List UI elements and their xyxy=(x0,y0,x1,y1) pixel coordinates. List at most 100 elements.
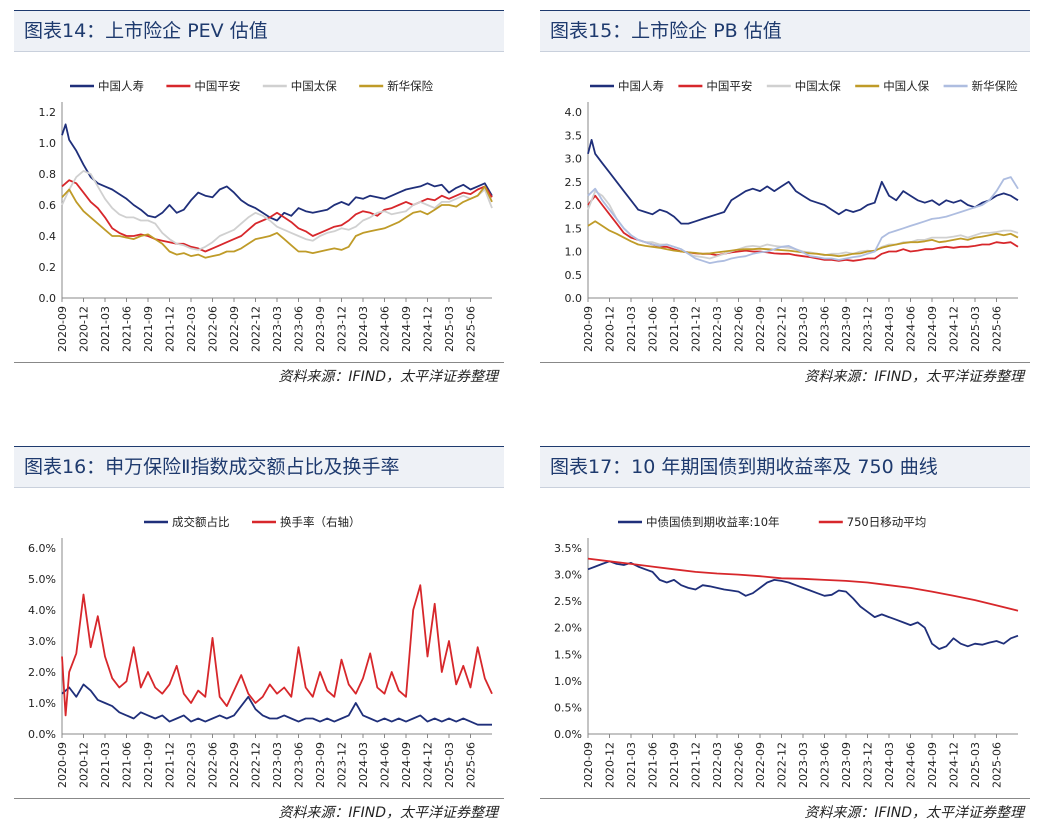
panel-pev: 图表14：上市险企 PEV 估值 中国人寿 中国平安 中国太保 新华保险 0.0 0.2 0… xyxy=(14,10,504,385)
x-tick-label: 2022-06 xyxy=(207,742,220,788)
y-tick-label: 0.4 xyxy=(39,230,57,243)
x-tick-label: 2023-12 xyxy=(862,306,875,352)
source-divider xyxy=(540,362,1030,363)
x-tick-label: 2022-03 xyxy=(711,742,724,788)
legend-label: 750日移动平均 xyxy=(847,515,926,529)
legend-label: 中国平安 xyxy=(706,79,752,93)
x-tick-label: 2020-09 xyxy=(56,306,69,352)
y-tick-label: 0.6 xyxy=(39,199,57,212)
x-tick-label: 2022-12 xyxy=(250,306,263,352)
y-tick-label: 3.5% xyxy=(554,542,582,555)
x-tick-label: 2020-09 xyxy=(582,742,595,788)
legend: 成交额占比 换手率（右轴） xyxy=(144,515,361,529)
legend-label: 中国太保 xyxy=(291,79,337,93)
source-divider xyxy=(14,798,504,799)
x-tick-label: 2023-09 xyxy=(314,306,327,352)
series-line xyxy=(61,170,493,251)
x-tick-label: 2022-12 xyxy=(250,742,263,788)
y-tick-label: 2.0 xyxy=(565,199,583,212)
x-tick-label: 2021-06 xyxy=(647,306,660,352)
legend-item: 中国平安 xyxy=(166,79,240,93)
x-tick-label: 2025-06 xyxy=(991,742,1004,788)
legend-label: 中国人保 xyxy=(883,79,929,93)
y-tick-label: 3.5 xyxy=(565,129,583,142)
legend-item: 新华保险 xyxy=(359,79,434,93)
pev-chart: 中国人寿 中国平安 中国太保 新华保险 0.0 0.2 0.4 0.6 0.8 1.0 1.2 202… xyxy=(39,79,493,352)
y-tick-label: 1.0% xyxy=(554,675,582,688)
y-tick-label: 0.2 xyxy=(39,261,57,274)
legend-item: 新华保险 xyxy=(943,79,1018,93)
y-tick-label: 0.8 xyxy=(39,168,57,181)
x-tick-label: 2022-09 xyxy=(228,742,241,788)
legend-item: 中国平安 xyxy=(678,79,752,93)
x-tick-label: 2020-09 xyxy=(56,742,69,788)
x-tick-label: 2024-03 xyxy=(883,742,896,788)
x-tick-label: 2023-06 xyxy=(819,742,832,788)
x-tick-label: 2024-12 xyxy=(948,306,961,352)
x-tick-label: 2022-12 xyxy=(776,306,789,352)
x-tick-label: 2022-09 xyxy=(754,742,767,788)
chart-title: 图表16：申万保险Ⅱ指数成交额占比及换手率 xyxy=(14,446,504,488)
panel-turnover: 图表16：申万保险Ⅱ指数成交额占比及换手率 成交额占比 换手率（右轴） 0.0% 1.… xyxy=(14,446,504,821)
source-divider xyxy=(540,798,1030,799)
x-tick-label: 2021-06 xyxy=(121,306,134,352)
y-tick-label: 1.0% xyxy=(28,697,56,710)
legend-label: 换手率（右轴） xyxy=(280,515,361,529)
x-tick-label: 2025-06 xyxy=(991,306,1004,352)
y-tick-label: 4.0% xyxy=(28,604,56,617)
chart-title: 图表15：上市险企 PB 估值 xyxy=(540,10,1030,52)
x-tick-label: 2020-12 xyxy=(78,742,91,788)
x-tick-label: 2020-12 xyxy=(604,306,617,352)
y-tick-label: 2.0% xyxy=(554,622,582,635)
series-line xyxy=(587,194,1019,262)
series-line xyxy=(61,185,493,259)
series-line xyxy=(61,683,492,726)
y-tick-label: 3.0% xyxy=(28,635,56,648)
x-tick-label: 2025-03 xyxy=(443,742,456,788)
legend: 中债国债到期收益率:10年 750日移动平均 xyxy=(618,515,926,529)
x-tick-label: 2023-03 xyxy=(271,742,284,788)
legend-item: 换手率（右轴） xyxy=(252,515,361,529)
bond-yield-chart: 中债国债到期收益率:10年 750日移动平均 0.0% 0.5% 1.0% 1.5% 2.0… xyxy=(554,515,1019,788)
y-tick-label: 1.0 xyxy=(39,137,57,150)
x-tick-label: 2023-09 xyxy=(840,306,853,352)
x-tick-label: 2024-12 xyxy=(422,306,435,352)
x-tick-label: 2021-09 xyxy=(668,742,681,788)
x-tick-label: 2024-06 xyxy=(905,742,918,788)
x-tick-label: 2022-06 xyxy=(733,742,746,788)
x-tick-label: 2021-06 xyxy=(647,742,660,788)
x-tick-label: 2021-03 xyxy=(99,742,112,788)
x-tick-label: 2021-09 xyxy=(142,742,155,788)
x-tick-label: 2021-12 xyxy=(164,306,177,352)
x-tick-label: 2020-12 xyxy=(78,306,91,352)
x-tick-label: 2020-09 xyxy=(582,306,595,352)
y-tick-label: 4.0 xyxy=(565,106,583,119)
x-tick-label: 2021-12 xyxy=(690,306,703,352)
legend-label: 中债国债到期收益率:10年 xyxy=(646,515,780,529)
y-tick-label: 1.5 xyxy=(565,222,583,235)
chart-title: 图表14：上市险企 PEV 估值 xyxy=(14,10,504,52)
source-note: 资料来源：IFIND，太平洋证券整理 xyxy=(804,369,1024,385)
pb-chart: 中国人寿 中国平安 中国太保 中国人保 新华保险 0.0 0.5 1.0 1.5 2.0 2.5 3.… xyxy=(565,79,1019,352)
series-line xyxy=(587,560,1019,650)
x-tick-label: 2022-03 xyxy=(185,742,198,788)
x-tick-label: 2022-06 xyxy=(733,306,746,352)
series-line xyxy=(587,139,1019,225)
x-tick-label: 2024-09 xyxy=(926,306,939,352)
x-tick-label: 2023-12 xyxy=(862,742,875,788)
x-tick-label: 2023-03 xyxy=(271,306,284,352)
panel-bond-yield: 图表17：10 年期国债到期收益率及 750 曲线 中债国债到期收益率:10年 7… xyxy=(540,446,1030,821)
y-tick-label: 0.5% xyxy=(554,701,582,714)
chart-title: 图表17：10 年期国债到期收益率及 750 曲线 xyxy=(540,446,1030,488)
x-tick-label: 2023-06 xyxy=(293,742,306,788)
legend-item: 中国人寿 xyxy=(590,79,664,93)
legend-item: 中国人保 xyxy=(855,79,930,93)
x-tick-label: 2025-03 xyxy=(443,306,456,352)
legend-item: 成交额占比 xyxy=(144,515,230,529)
legend-item: 中国太保 xyxy=(766,79,841,93)
legend-item: 中债国债到期收益率:10年 xyxy=(618,515,780,529)
y-tick-label: 0.0% xyxy=(554,728,582,741)
x-tick-label: 2024-09 xyxy=(400,742,413,788)
y-tick-label: 2.0% xyxy=(28,666,56,679)
series-line xyxy=(587,557,1019,612)
